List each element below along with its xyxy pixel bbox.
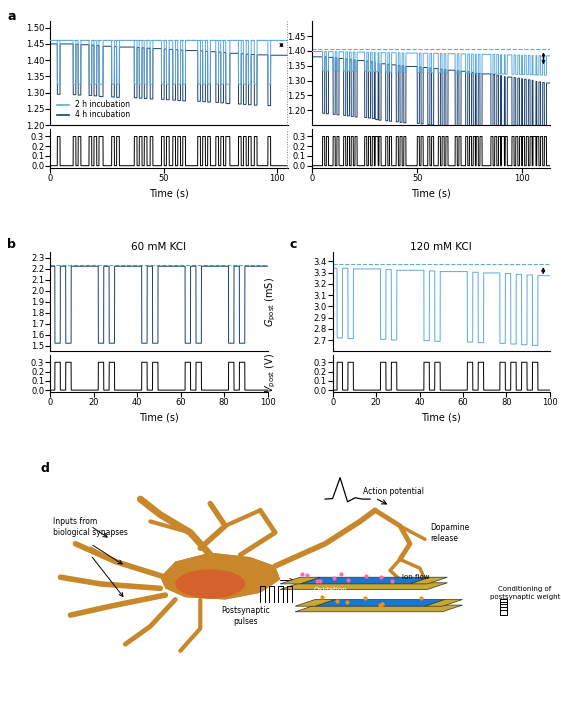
Text: b: b — [7, 238, 16, 250]
Text: Action potential: Action potential — [362, 487, 424, 496]
Polygon shape — [315, 600, 445, 606]
Text: Inputs from
biological synapses: Inputs from biological synapses — [53, 517, 128, 537]
Text: Dopamine
release: Dopamine release — [430, 522, 469, 543]
Y-axis label: $V_\mathrm{post}$ (V): $V_\mathrm{post}$ (V) — [0, 128, 3, 168]
Text: c: c — [289, 238, 297, 250]
Title: 120 mM KCl: 120 mM KCl — [410, 242, 472, 252]
Text: Oxidation: Oxidation — [313, 587, 347, 593]
Polygon shape — [280, 577, 320, 584]
Polygon shape — [295, 600, 335, 606]
Y-axis label: $G_\mathrm{post}$ (mS): $G_\mathrm{post}$ (mS) — [264, 277, 278, 327]
Polygon shape — [280, 583, 448, 590]
Text: a: a — [8, 10, 16, 23]
Legend: 2 h incubation, 4 h incubation: 2 h incubation, 4 h incubation — [57, 100, 131, 120]
X-axis label: Time (s): Time (s) — [421, 413, 461, 423]
Ellipse shape — [175, 569, 245, 598]
Text: Ion flow: Ion flow — [402, 574, 430, 580]
Y-axis label: $G_\mathrm{post}$ (mS): $G_\mathrm{post}$ (mS) — [0, 48, 3, 98]
Title: 60 mM KCl: 60 mM KCl — [131, 242, 187, 252]
Polygon shape — [410, 577, 448, 584]
Polygon shape — [300, 577, 430, 584]
X-axis label: Time (s): Time (s) — [149, 189, 189, 199]
X-axis label: Time (s): Time (s) — [139, 413, 179, 423]
Polygon shape — [160, 553, 280, 600]
Polygon shape — [295, 605, 462, 612]
Polygon shape — [425, 600, 462, 606]
Polygon shape — [160, 553, 280, 600]
Text: Postsynaptic
pulses: Postsynaptic pulses — [221, 606, 269, 626]
Text: d: d — [40, 462, 49, 475]
Text: Conditioning of
postsynaptic weight: Conditioning of postsynaptic weight — [490, 586, 560, 600]
Ellipse shape — [175, 569, 245, 598]
Y-axis label: $V_\mathrm{post}$ (V): $V_\mathrm{post}$ (V) — [264, 354, 278, 394]
X-axis label: Time (s): Time (s) — [411, 189, 451, 199]
